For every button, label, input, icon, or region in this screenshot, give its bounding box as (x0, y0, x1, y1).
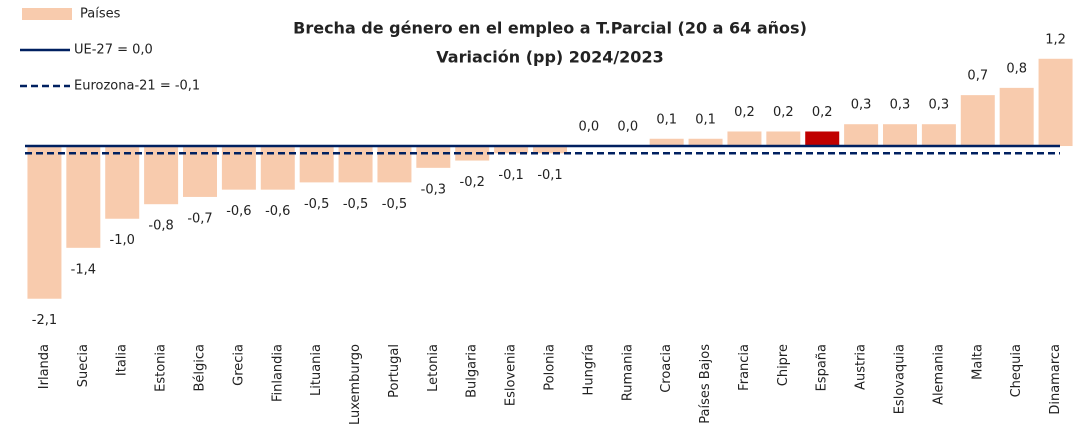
x-tick-label: Suecia (76, 344, 91, 387)
bar (883, 124, 917, 147)
value-label: -0,1 (537, 168, 562, 183)
x-tick-label: Hungría (581, 344, 596, 395)
x-tick-label: Eslovenia (504, 344, 519, 406)
x-tick-label: Austria (854, 344, 869, 390)
value-label: 0,3 (851, 98, 872, 113)
value-label: 0,8 (1006, 61, 1027, 76)
value-label: -0,3 (421, 182, 446, 197)
x-tick-label: Países Bajos (698, 344, 713, 424)
bar (533, 146, 567, 154)
x-tick-label: Malta (970, 344, 985, 380)
bar (805, 131, 840, 147)
legend-swatch (22, 8, 72, 20)
bar (144, 146, 179, 205)
bar (649, 138, 684, 147)
x-tick-label: Chequia (1009, 344, 1024, 397)
value-label: -0,1 (498, 168, 523, 183)
legend-label: Eurozona-21 = -0,1 (74, 79, 200, 94)
bar (766, 131, 801, 147)
value-label: -0,6 (226, 204, 251, 219)
x-tick-label: Irlanda (37, 344, 52, 389)
bar (688, 138, 723, 147)
value-label: 0,2 (734, 105, 755, 120)
x-tick-label: Grecia (231, 344, 246, 386)
bar (844, 124, 879, 147)
value-label: 0,3 (890, 98, 911, 113)
bar (727, 131, 762, 147)
value-label: 1,2 (1045, 32, 1066, 47)
x-tick-label: Polonia (543, 344, 558, 391)
x-tick-label: España (815, 344, 830, 391)
value-label: 0,7 (967, 69, 988, 84)
value-label: -0,8 (148, 219, 173, 234)
value-label: 0,1 (656, 112, 677, 127)
bar (455, 146, 490, 161)
bar (1038, 58, 1073, 147)
bar (999, 87, 1034, 147)
value-label: 0,0 (617, 120, 638, 135)
x-tick-label: Alemania (931, 344, 946, 405)
x-tick-label: Finlandia (270, 344, 285, 402)
value-label: -0,6 (265, 204, 290, 219)
x-tick-label: Portugal (387, 344, 402, 398)
chart-title: Brecha de género en el empleo a T.Parcia… (293, 19, 807, 38)
x-tick-label: Dinamarca (1048, 344, 1063, 415)
bar (299, 146, 334, 183)
x-tick-label: Luxemburgo (348, 344, 363, 425)
value-label: -2,1 (32, 313, 57, 328)
x-tick-label: Bélgica (193, 344, 208, 392)
value-label: -0,5 (304, 197, 329, 212)
bar (494, 146, 529, 154)
bar (105, 146, 140, 219)
value-label: -1,4 (71, 262, 96, 277)
bar (27, 146, 62, 299)
x-tick-label: Eslovaquia (893, 344, 908, 414)
x-tick-label: Letonia (426, 344, 441, 392)
value-label: -0,2 (460, 175, 485, 190)
bar (66, 146, 101, 248)
value-label: -0,5 (382, 197, 407, 212)
chart-subtitle: Variación (pp) 2024/2023 (436, 48, 663, 67)
value-label: -1,0 (110, 233, 135, 248)
x-tick-label: Croacia (659, 344, 674, 393)
value-label: -0,7 (187, 211, 212, 226)
bar (960, 95, 995, 147)
value-label: 0,3 (929, 98, 950, 113)
bar (377, 146, 412, 183)
x-tick-label: Lituania (309, 344, 324, 396)
value-label: 0,2 (773, 105, 794, 120)
bar (338, 146, 373, 183)
value-label: 0,1 (695, 112, 716, 127)
bar (183, 146, 217, 197)
value-label: 0,0 (579, 120, 600, 135)
bar (921, 124, 956, 147)
x-tick-label: Rumania (620, 344, 635, 401)
legend-label: UE-27 = 0,0 (74, 43, 153, 58)
x-tick-label: Bulgaria (465, 344, 480, 398)
x-tick-label: Chipre (776, 344, 791, 386)
x-tick-label: Italia (115, 344, 130, 376)
legend-label: Países (80, 7, 121, 22)
x-tick-label: Estonia (154, 344, 169, 392)
bar (416, 146, 451, 168)
x-tick-label: Francia (737, 344, 752, 391)
value-label: -0,5 (343, 197, 368, 212)
value-label: 0,2 (812, 105, 833, 120)
